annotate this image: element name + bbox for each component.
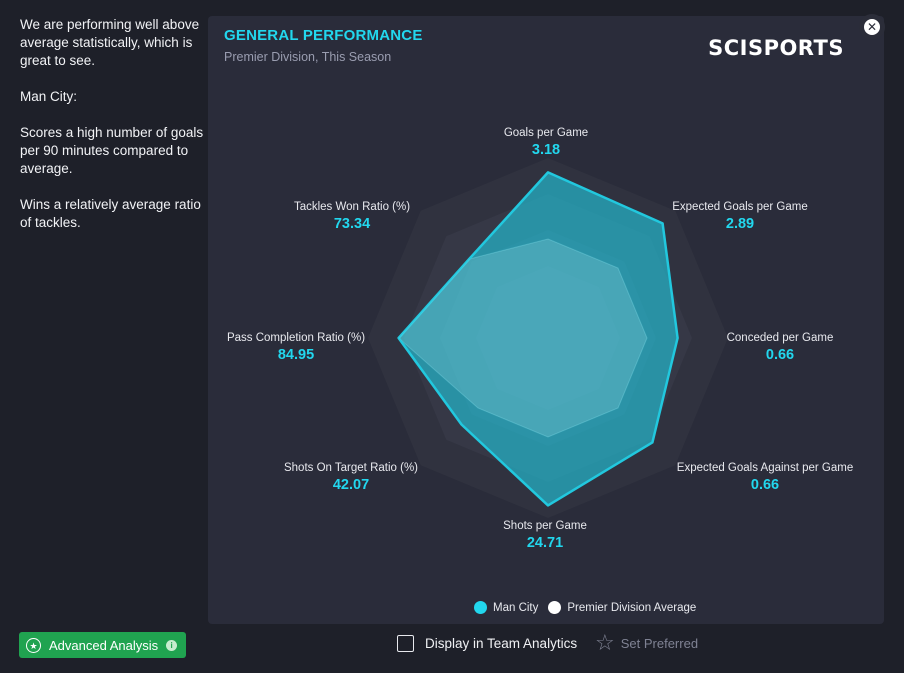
checkbox-icon[interactable] (397, 635, 414, 652)
star-badge-icon: ★ (26, 637, 41, 653)
panel-title: GENERAL PERFORMANCE (224, 27, 423, 44)
info-icon: i (166, 639, 178, 651)
general-performance-panel: GENERAL PERFORMANCE Premier Division, Th… (208, 16, 884, 624)
advanced-analysis-label: Advanced Analysis (49, 637, 159, 653)
radar-axis-value: 73.34 (333, 216, 371, 232)
radar-axis-label: Expected Goals per Game (672, 201, 808, 213)
radar-axis-value: 0.66 (750, 477, 780, 493)
legend-team-dot (474, 601, 487, 614)
radar-chart (368, 158, 728, 518)
radar-axis-value: 42.07 (332, 477, 370, 493)
radar-axis-label: Tackles Won Ratio (%) (293, 201, 411, 213)
average-overlay (398, 239, 647, 437)
radar-axis-label: Shots On Target Ratio (%) (283, 462, 418, 474)
radar-axis-label: Shots per Game (503, 520, 587, 532)
set-preferred-label: Set Preferred (620, 635, 699, 651)
legend-team-label: Man City (493, 601, 539, 614)
radar-axis-label: Expected Goals Against per Game (676, 462, 854, 474)
close-button[interactable]: ✕ (859, 14, 885, 40)
panel-subtitle: Premier Division, This Season (224, 50, 392, 64)
legend-average-label: Premier Division Average (567, 601, 697, 614)
radar-axis-value: 24.71 (526, 535, 564, 551)
star-outline-icon: ☆ (595, 630, 615, 655)
radar-axis-label: Goals per Game (503, 127, 589, 139)
summary-sidebar: We are performing well above average sta… (20, 16, 205, 250)
radar-axis-value: 84.95 (277, 347, 315, 363)
summary-paragraph: We are performing well above average sta… (20, 17, 200, 68)
chart-legend: Man City Premier Division Average (474, 601, 706, 614)
advanced-analysis-button[interactable]: ★ Advanced Analysis i (19, 632, 186, 658)
legend-average-dot (548, 601, 562, 614)
radar-axis-value: 3.18 (531, 142, 561, 158)
radar-axis-label: Pass Completion Ratio (%) (226, 332, 366, 344)
set-preferred-button[interactable]: ☆ Set Preferred (595, 632, 698, 654)
legend-item-average: Premier Division Average (548, 601, 696, 614)
display-in-team-analytics-label: Display in Team Analytics (425, 636, 578, 651)
display-in-team-analytics-toggle[interactable]: Display in Team Analytics (397, 635, 577, 652)
radar-axis-value: 0.66 (765, 347, 795, 363)
close-icon: ✕ (864, 19, 880, 35)
radar-axis-value: 2.89 (725, 216, 755, 232)
legend-item-team: Man City (474, 601, 538, 614)
summary-paragraph: Wins a relatively average ratio of tackl… (20, 197, 201, 230)
summary-paragraph: Scores a high number of goals per 90 min… (20, 125, 204, 176)
radar-axis-label: Conceded per Game (726, 332, 834, 344)
team-polygon (397, 171, 679, 507)
brand-logo: SCISPORTS (708, 36, 844, 60)
summary-paragraph: Man City: (20, 89, 78, 104)
